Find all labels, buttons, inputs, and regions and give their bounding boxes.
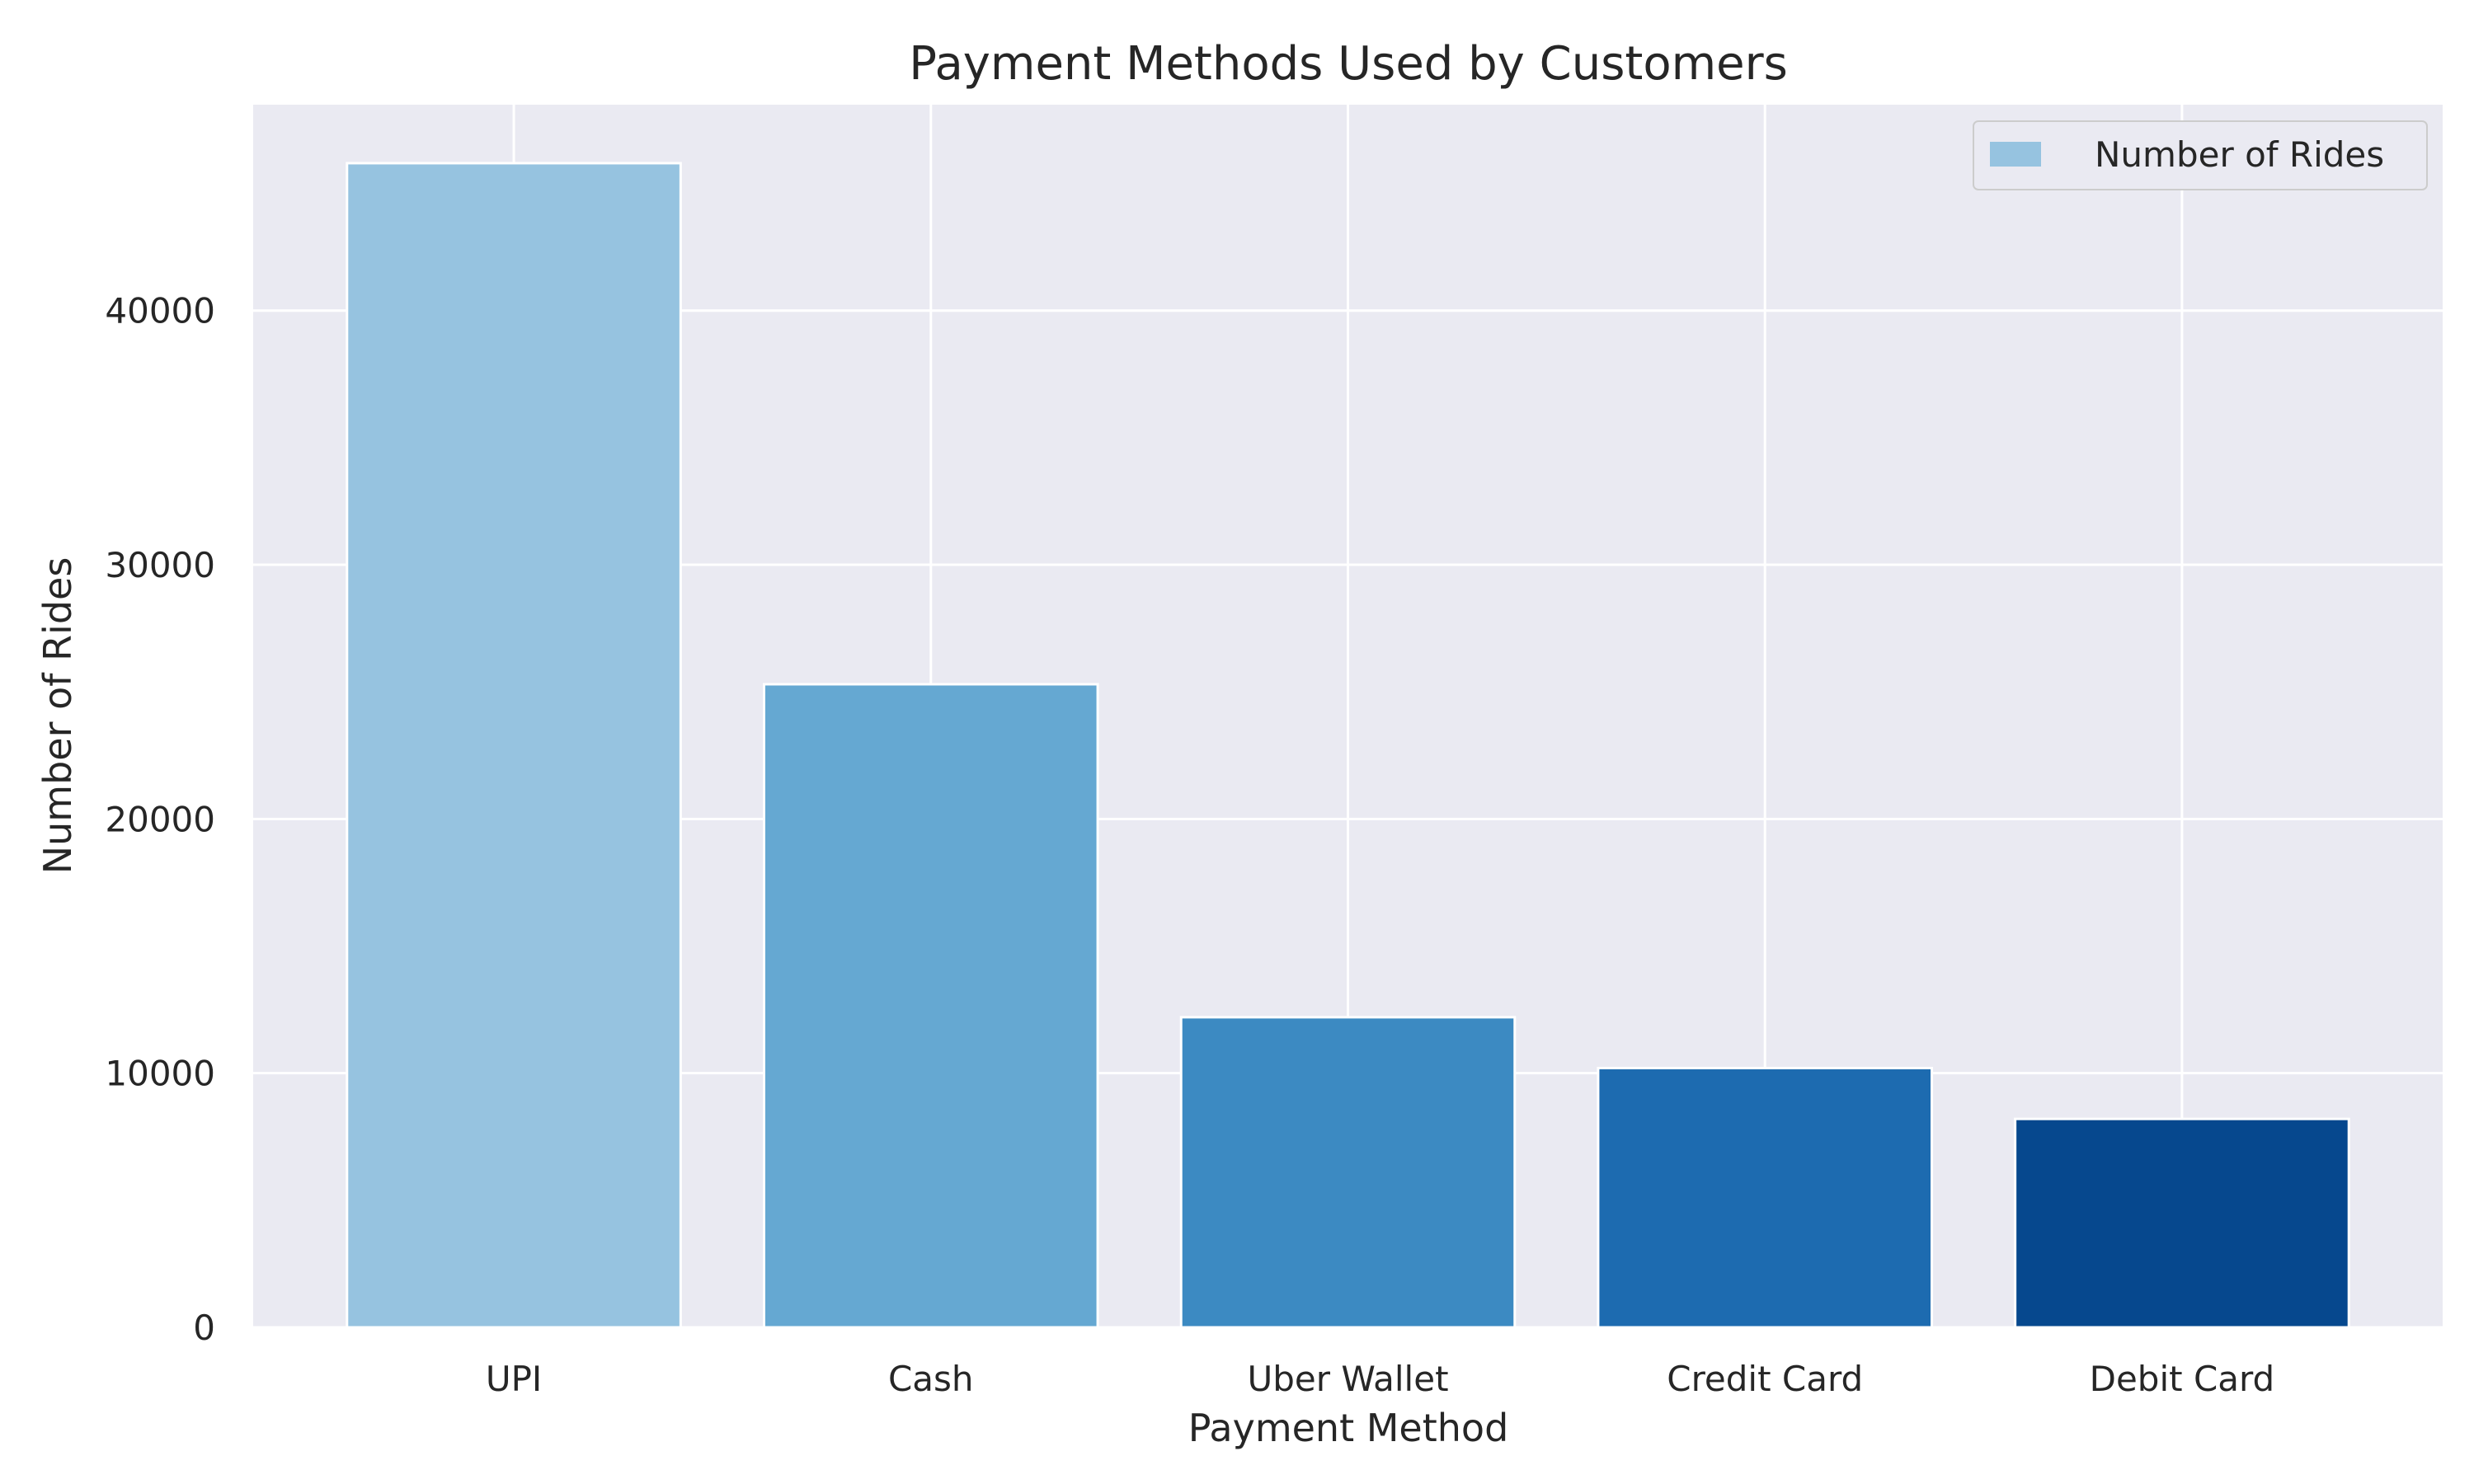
x-tick-label: Debit Card (2090, 1359, 2275, 1399)
bar-credit-card (1597, 1067, 1934, 1329)
bar-cash (763, 683, 1099, 1329)
y-axis-label: Number of Rides (35, 557, 80, 875)
bar-upi (346, 162, 682, 1329)
legend-swatch (1990, 142, 2041, 167)
bar-uber-wallet (1179, 1016, 1517, 1329)
x-tick-label: Cash (888, 1359, 974, 1399)
bars (346, 162, 2350, 1329)
legend-label: Number of Rides (2095, 134, 2384, 175)
y-tick-label: 40000 (105, 291, 215, 331)
bar-debit-card (2014, 1117, 2350, 1329)
legend-box (1973, 120, 2428, 190)
y-tick-label: 10000 (105, 1054, 215, 1094)
x-tick-label: Credit Card (1667, 1359, 1863, 1399)
chart-title: Payment Methods Used by Customers (909, 37, 1788, 91)
x-tick-label: UPI (486, 1359, 542, 1399)
x-axis-label: Payment Method (1188, 1406, 1509, 1450)
y-tick-label: 30000 (105, 545, 215, 585)
y-tick-label: 0 (193, 1308, 215, 1348)
y-tick-label: 20000 (105, 799, 215, 839)
x-ticks: UPI Cash Uber Wallet Credit Card Debit Card (486, 1359, 2274, 1399)
y-ticks: 0 10000 20000 30000 40000 (105, 291, 215, 1348)
x-tick-label: Uber Wallet (1247, 1359, 1448, 1399)
legend: Number of Rides (1973, 120, 2428, 190)
